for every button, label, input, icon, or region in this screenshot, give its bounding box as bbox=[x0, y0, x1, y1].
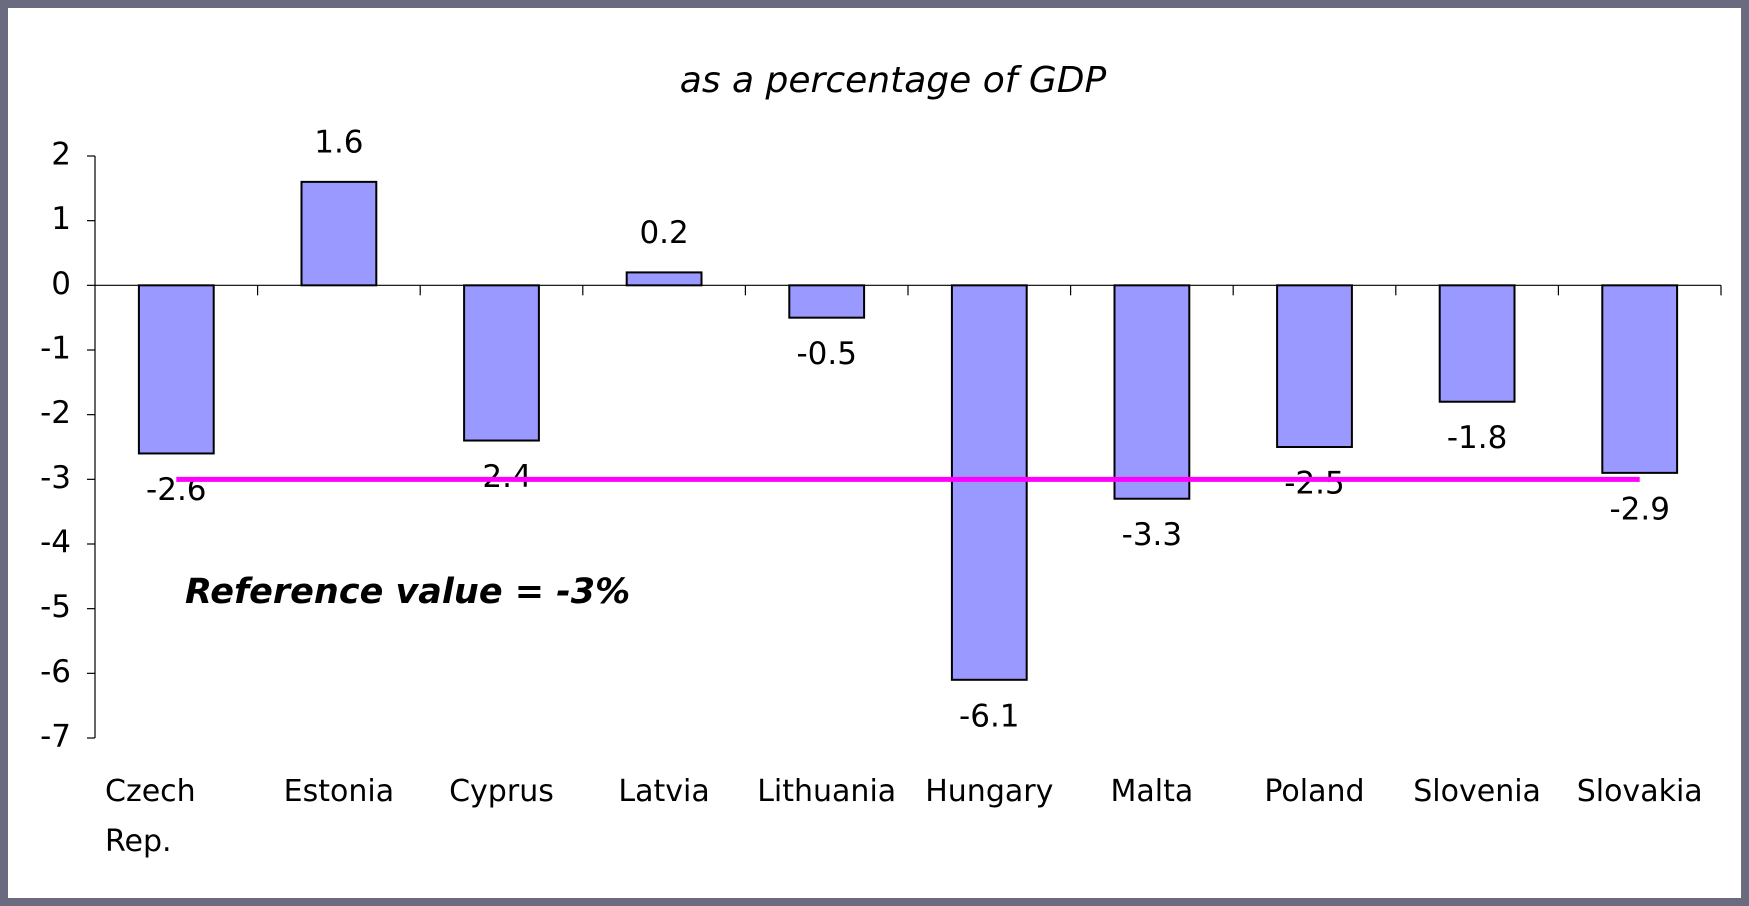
value-label: -1.8 bbox=[1447, 420, 1508, 456]
x-tick-label: Slovenia bbox=[1413, 774, 1541, 809]
bar bbox=[137, 284, 215, 455]
y-tick-label: -5 bbox=[40, 589, 71, 625]
y-tick-label: -1 bbox=[40, 331, 71, 367]
value-label: -0.5 bbox=[796, 336, 857, 372]
x-tick-label: Slovakia bbox=[1576, 774, 1703, 809]
bar bbox=[300, 180, 378, 287]
chart-background bbox=[8, 8, 1741, 898]
x-tick-label: Czech Rep. bbox=[105, 774, 196, 859]
bar bbox=[1113, 284, 1191, 500]
value-label: -2.5 bbox=[1284, 466, 1345, 502]
value-label: -6.1 bbox=[959, 698, 1020, 734]
y-tick-label: 0 bbox=[51, 266, 71, 302]
bar bbox=[625, 271, 703, 287]
x-tick-label: Lithuania bbox=[757, 774, 897, 809]
annotation: Reference value = -3% bbox=[185, 572, 630, 612]
value-label: 1.6 bbox=[314, 124, 363, 160]
value-label: -3.3 bbox=[1122, 517, 1183, 553]
bar bbox=[463, 284, 540, 442]
y-tick-label: 2 bbox=[51, 137, 71, 173]
value-label: -2.9 bbox=[1609, 491, 1670, 527]
y-tick-label: 1 bbox=[51, 201, 71, 237]
x-tick-label: Latvia bbox=[618, 774, 710, 809]
y-tick-label: -3 bbox=[40, 460, 71, 496]
x-tick-label: Malta bbox=[1110, 774, 1194, 809]
y-tick-label: -4 bbox=[40, 525, 71, 561]
bar bbox=[1438, 284, 1516, 403]
x-tick-label: Poland bbox=[1264, 774, 1365, 809]
value-label: 0.2 bbox=[639, 215, 688, 251]
bar bbox=[1276, 284, 1353, 449]
y-tick-label: -6 bbox=[40, 654, 71, 690]
x-tick-label: Hungary bbox=[925, 774, 1054, 809]
bar bbox=[1601, 284, 1679, 474]
bar bbox=[950, 284, 1028, 681]
y-tick-label: -7 bbox=[40, 719, 71, 755]
x-tick-label: Estonia bbox=[283, 774, 395, 809]
chart-title: as a percentage of GDP bbox=[680, 60, 1107, 101]
y-tick-label: -2 bbox=[40, 395, 71, 431]
x-tick-label: Cyprus bbox=[449, 774, 554, 809]
bar bbox=[788, 284, 866, 319]
